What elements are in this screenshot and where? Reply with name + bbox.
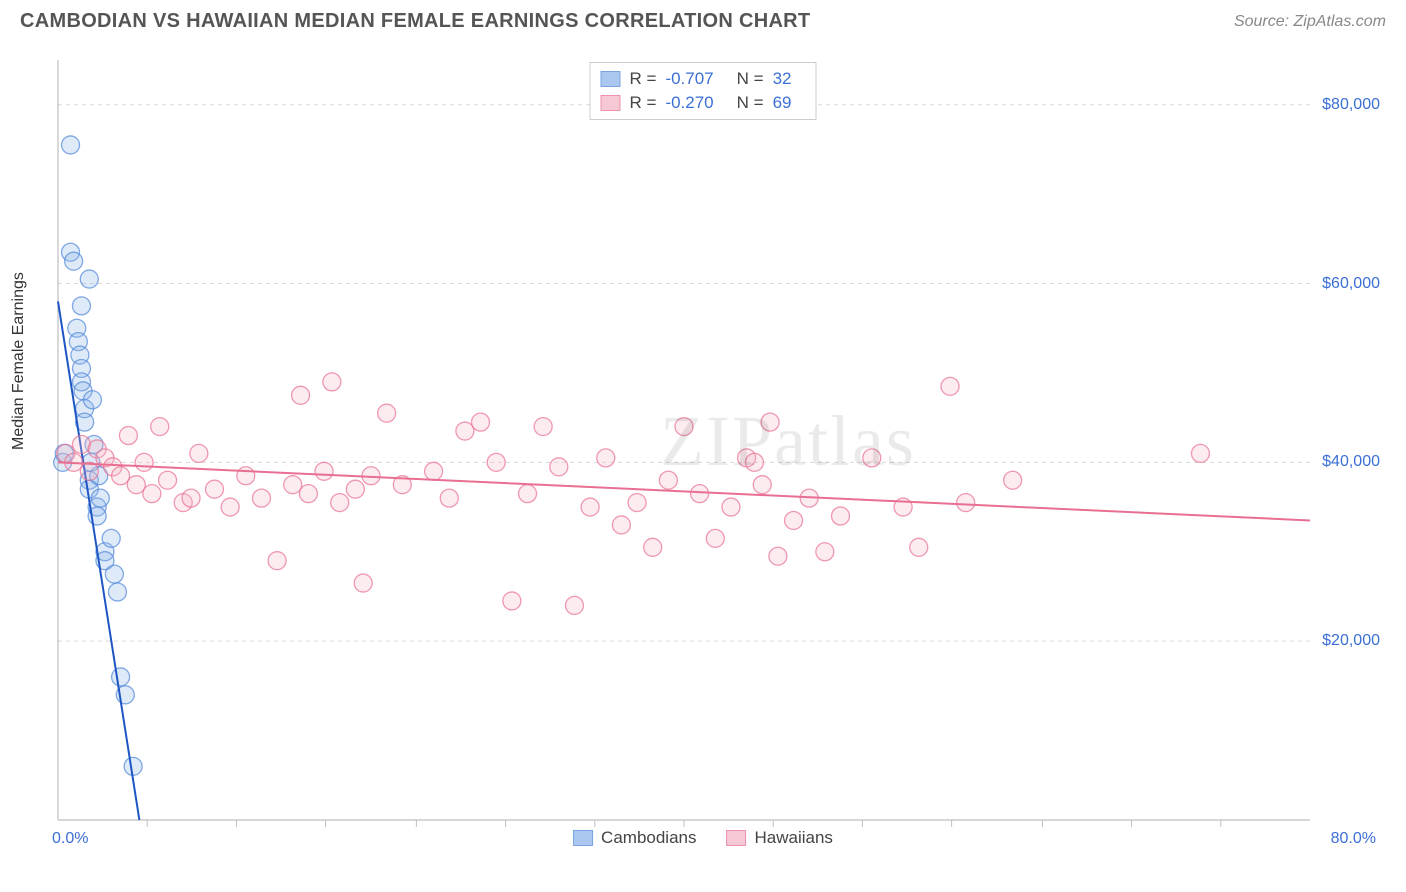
n-label: N =: [737, 93, 764, 113]
n-value: 32: [773, 69, 792, 89]
correlation-row: R = -0.270 N = 69: [601, 91, 806, 115]
series-legend: Cambodians Hawaiians: [573, 828, 833, 848]
legend-item: Hawaiians: [727, 828, 833, 848]
legend-label: Hawaiians: [755, 828, 833, 848]
correlation-row: R = -0.707 N = 32: [601, 67, 806, 91]
r-label: R =: [630, 93, 657, 113]
y-axis-label: Median Female Earnings: [10, 272, 28, 450]
r-value: -0.707: [665, 69, 713, 89]
legend-item: Cambodians: [573, 828, 696, 848]
chart-title: CAMBODIAN VS HAWAIIAN MEDIAN FEMALE EARN…: [20, 10, 810, 33]
x-tick-min: 0.0%: [52, 830, 88, 848]
correlation-legend: R = -0.707 N = 32 R = -0.270 N = 69: [590, 62, 817, 120]
n-value: 69: [773, 93, 792, 113]
chart-area: Median Female Earnings $20,000$40,000$60…: [20, 50, 1386, 870]
y-tick-label: $80,000: [1322, 96, 1380, 114]
n-label: N =: [737, 69, 764, 89]
x-tick-max: 80.0%: [1331, 830, 1376, 848]
r-label: R =: [630, 69, 657, 89]
chart-header: CAMBODIAN VS HAWAIIAN MEDIAN FEMALE EARN…: [0, 0, 1406, 33]
chart-source: Source: ZipAtlas.com: [1234, 13, 1386, 31]
scatter-plot: [20, 50, 1386, 870]
y-tick-label: $40,000: [1322, 453, 1380, 471]
legend-swatch: [601, 71, 621, 87]
legend-swatch: [573, 830, 593, 846]
r-value: -0.270: [665, 93, 713, 113]
y-tick-label: $20,000: [1322, 632, 1380, 650]
legend-label: Cambodians: [601, 828, 696, 848]
y-tick-label: $60,000: [1322, 275, 1380, 293]
legend-swatch: [727, 830, 747, 846]
legend-swatch: [601, 95, 621, 111]
